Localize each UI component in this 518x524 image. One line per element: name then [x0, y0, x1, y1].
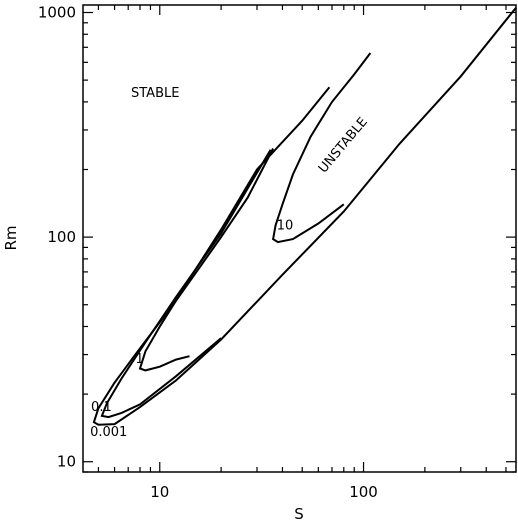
- y-tick-label: 1000: [38, 4, 76, 22]
- plot-frame: [82, 4, 517, 473]
- y-axis-label: Rm: [2, 225, 20, 250]
- curve-label: 0.1: [91, 400, 112, 415]
- curve-1: [138, 86, 331, 372]
- x-tick-label: 100: [349, 483, 378, 501]
- region-label: UNSTABLE: [316, 115, 371, 177]
- curve-10: [271, 52, 372, 244]
- y-tick-label: 10: [57, 453, 76, 471]
- x-axis-label: S: [294, 505, 304, 523]
- axis-ticks: [83, 5, 516, 473]
- y-tick-label: 100: [47, 228, 76, 246]
- curve-label: 10: [277, 219, 294, 234]
- curve-label: 0.001: [90, 425, 127, 440]
- curve-0-001: [92, 7, 517, 426]
- x-tick-label: 10: [150, 483, 169, 501]
- region-label: STABLE: [131, 86, 179, 101]
- curve-label: 1: [135, 352, 143, 367]
- curve-0-1: [100, 149, 272, 419]
- curves-group: [92, 7, 517, 426]
